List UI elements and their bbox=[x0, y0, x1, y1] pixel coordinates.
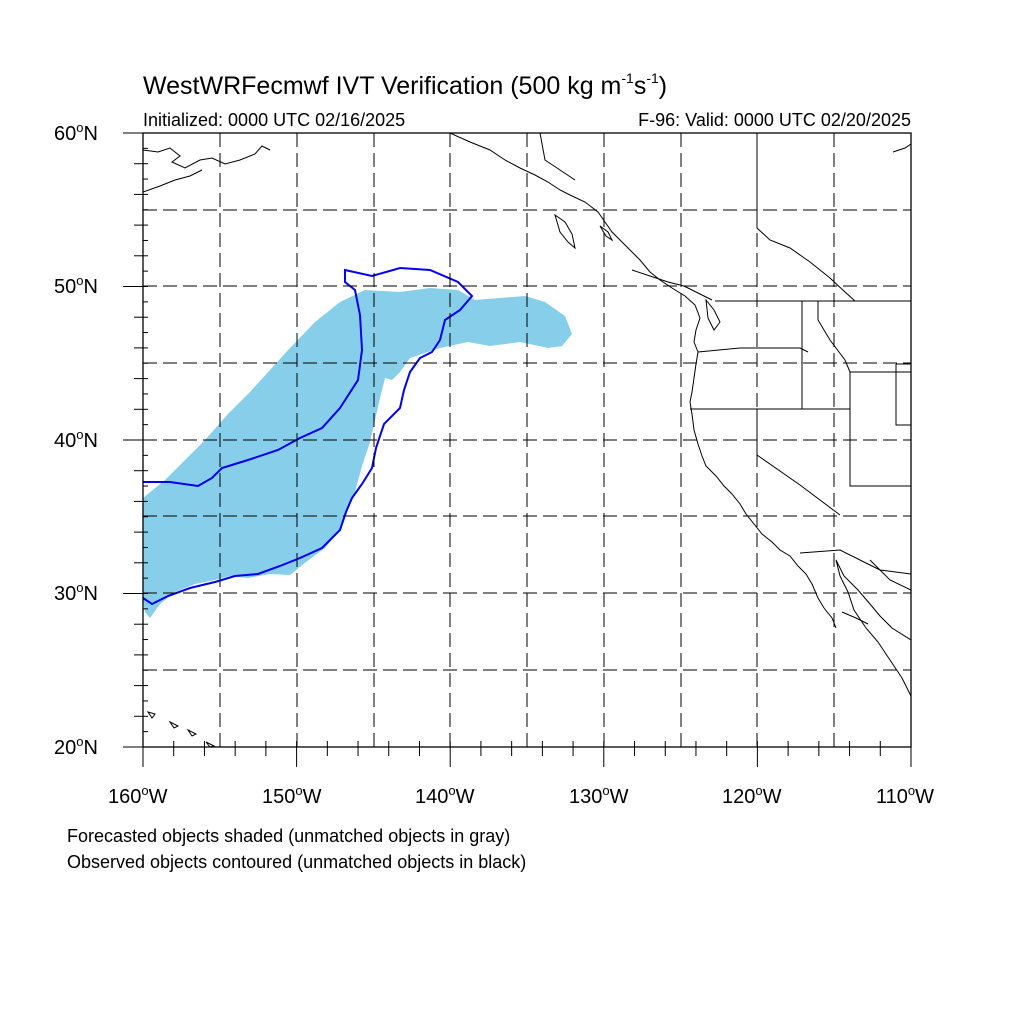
political-borders bbox=[539, 133, 911, 575]
lat-label-40: 40oN bbox=[54, 427, 98, 452]
axis-ticks bbox=[123, 132, 912, 767]
chart-title: WestWRFecmwf IVT Verification (500 kg m-… bbox=[143, 70, 668, 100]
lon-label-130w: 130oW bbox=[569, 783, 629, 808]
coastlines bbox=[143, 133, 911, 747]
lon-label-150w: 150oW bbox=[262, 783, 322, 808]
lat-label-30: 30oN bbox=[54, 580, 98, 605]
legend-forecast-note: Forecasted objects shaded (unmatched obj… bbox=[67, 826, 511, 846]
legend-observed-note: Observed objects contoured (unmatched ob… bbox=[67, 852, 527, 872]
graticule bbox=[143, 133, 911, 747]
lon-label-140w: 140oW bbox=[415, 783, 475, 808]
initialized-time: Initialized: 0000 UTC 02/16/2025 bbox=[143, 110, 406, 130]
lat-label-60: 60oN bbox=[54, 120, 98, 145]
lon-label-120w: 120oW bbox=[722, 783, 782, 808]
forecast-ivt-object bbox=[143, 288, 572, 618]
lat-label-20: 20oN bbox=[54, 734, 98, 759]
lat-label-50: 50oN bbox=[54, 273, 98, 298]
valid-time: F-96: Valid: 0000 UTC 02/20/2025 bbox=[638, 110, 911, 130]
observed-ivt-contour bbox=[143, 266, 474, 606]
lon-label-110w: 110oW bbox=[876, 783, 935, 808]
lon-label-160w: 160oW bbox=[108, 783, 168, 808]
